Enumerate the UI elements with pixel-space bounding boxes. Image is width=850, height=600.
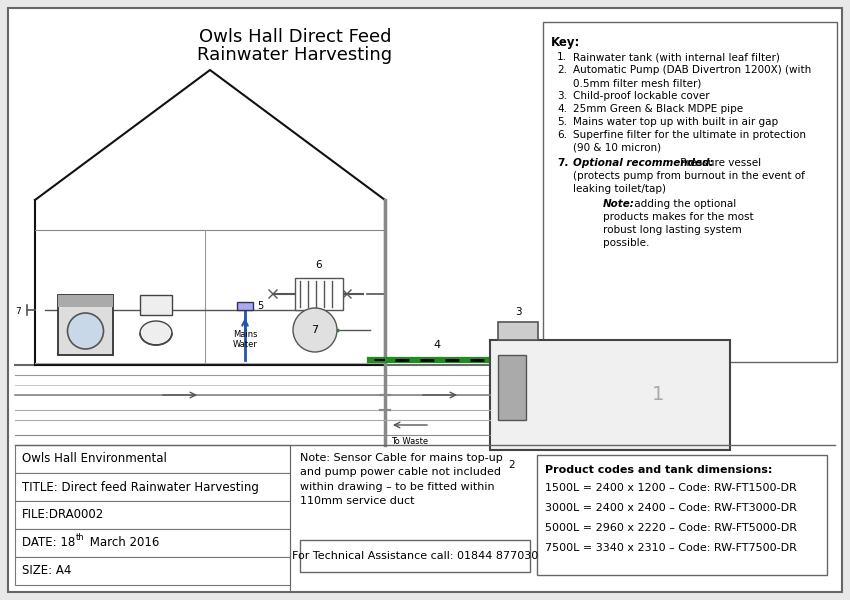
Text: products makes for the most: products makes for the most xyxy=(603,212,754,222)
Bar xyxy=(498,355,526,420)
Text: 3: 3 xyxy=(515,307,521,317)
Text: Owls Hall Environmental: Owls Hall Environmental xyxy=(22,452,167,466)
Bar xyxy=(15,557,290,585)
Bar xyxy=(15,529,290,557)
Text: 7: 7 xyxy=(311,325,319,335)
Text: 7500L = 3340 x 2310 – Code: RW-FT7500-DR: 7500L = 3340 x 2310 – Code: RW-FT7500-DR xyxy=(545,543,796,553)
Text: 5000L = 2960 x 2220 – Code: RW-FT5000-DR: 5000L = 2960 x 2220 – Code: RW-FT5000-DR xyxy=(545,523,797,533)
Text: Mains
Water: Mains Water xyxy=(233,330,258,349)
Text: 7: 7 xyxy=(15,307,21,317)
Text: Key:: Key: xyxy=(551,36,581,49)
Text: 5.: 5. xyxy=(557,117,567,127)
Text: Note:: Note: xyxy=(603,199,635,209)
Text: 25mm Green & Black MDPE pipe: 25mm Green & Black MDPE pipe xyxy=(573,104,743,114)
Bar xyxy=(237,302,253,310)
Text: Superfine filter for the ultimate in protection: Superfine filter for the ultimate in pro… xyxy=(573,130,806,140)
Text: Pressure vessel: Pressure vessel xyxy=(677,158,761,168)
Text: Mains water top up with built in air gap: Mains water top up with built in air gap xyxy=(573,117,778,127)
Bar xyxy=(300,540,530,572)
Bar xyxy=(498,322,538,340)
Text: 1.: 1. xyxy=(557,52,567,62)
Text: TITLE: Direct feed Rainwater Harvesting: TITLE: Direct feed Rainwater Harvesting xyxy=(22,481,259,493)
Text: 1500L = 2400 x 1200 – Code: RW-FT1500-DR: 1500L = 2400 x 1200 – Code: RW-FT1500-DR xyxy=(545,483,796,493)
Text: To Waste: To Waste xyxy=(392,437,428,446)
Bar xyxy=(15,473,290,501)
Text: (protects pump from burnout in the event of: (protects pump from burnout in the event… xyxy=(573,171,805,181)
Text: 4: 4 xyxy=(434,340,441,350)
Text: Automatic Pump (DAB Divertron 1200X) (with: Automatic Pump (DAB Divertron 1200X) (wi… xyxy=(573,65,811,75)
Bar xyxy=(537,455,827,575)
Text: 3.: 3. xyxy=(557,91,567,101)
Ellipse shape xyxy=(140,321,172,345)
Text: Owls Hall Direct Feed: Owls Hall Direct Feed xyxy=(199,28,391,46)
Text: Optional recommended:: Optional recommended: xyxy=(573,158,713,168)
Text: 6.: 6. xyxy=(557,130,567,140)
Text: 0.5mm filter mesh filter): 0.5mm filter mesh filter) xyxy=(573,78,701,88)
Text: 7.: 7. xyxy=(557,158,569,168)
Bar xyxy=(543,22,837,362)
Text: 1: 1 xyxy=(652,385,664,404)
Text: (90 & 10 micron): (90 & 10 micron) xyxy=(573,143,661,153)
Bar xyxy=(140,295,172,315)
Text: 5: 5 xyxy=(257,301,264,311)
Text: 2: 2 xyxy=(508,460,515,470)
Text: 4.: 4. xyxy=(557,104,567,114)
Text: 2.: 2. xyxy=(557,65,567,75)
Bar xyxy=(295,278,343,310)
Text: Child-proof lockable cover: Child-proof lockable cover xyxy=(573,91,710,101)
Circle shape xyxy=(67,313,104,349)
Text: FILE:DRA0002: FILE:DRA0002 xyxy=(22,509,105,521)
Bar xyxy=(58,295,113,307)
Circle shape xyxy=(293,308,337,352)
Text: Note: Sensor Cable for mains top-up
and pump power cable not included
within dra: Note: Sensor Cable for mains top-up and … xyxy=(300,453,502,506)
Text: 3000L = 2400 x 2400 – Code: RW-FT3000-DR: 3000L = 2400 x 2400 – Code: RW-FT3000-DR xyxy=(545,503,796,513)
Text: Product codes and tank dimensions:: Product codes and tank dimensions: xyxy=(545,465,773,475)
Text: 6: 6 xyxy=(315,260,322,270)
Text: SIZE: A4: SIZE: A4 xyxy=(22,565,71,577)
Text: robust long lasting system: robust long lasting system xyxy=(603,225,742,235)
Text: Rainwater tank (with internal leaf filter): Rainwater tank (with internal leaf filte… xyxy=(573,52,779,62)
Text: leaking toilet/tap): leaking toilet/tap) xyxy=(573,184,666,194)
Text: adding the optional: adding the optional xyxy=(631,199,736,209)
Text: Rainwater Harvesting: Rainwater Harvesting xyxy=(197,46,393,64)
Bar xyxy=(490,340,730,450)
Text: DATE: 18: DATE: 18 xyxy=(22,536,76,550)
Text: For Technical Assistance call: 01844 877030: For Technical Assistance call: 01844 877… xyxy=(292,551,538,561)
Text: March 2016: March 2016 xyxy=(86,536,159,550)
Text: possible.: possible. xyxy=(603,238,649,248)
Bar xyxy=(15,501,290,529)
Text: th: th xyxy=(76,533,85,541)
Bar xyxy=(58,295,113,355)
Bar xyxy=(15,445,290,473)
